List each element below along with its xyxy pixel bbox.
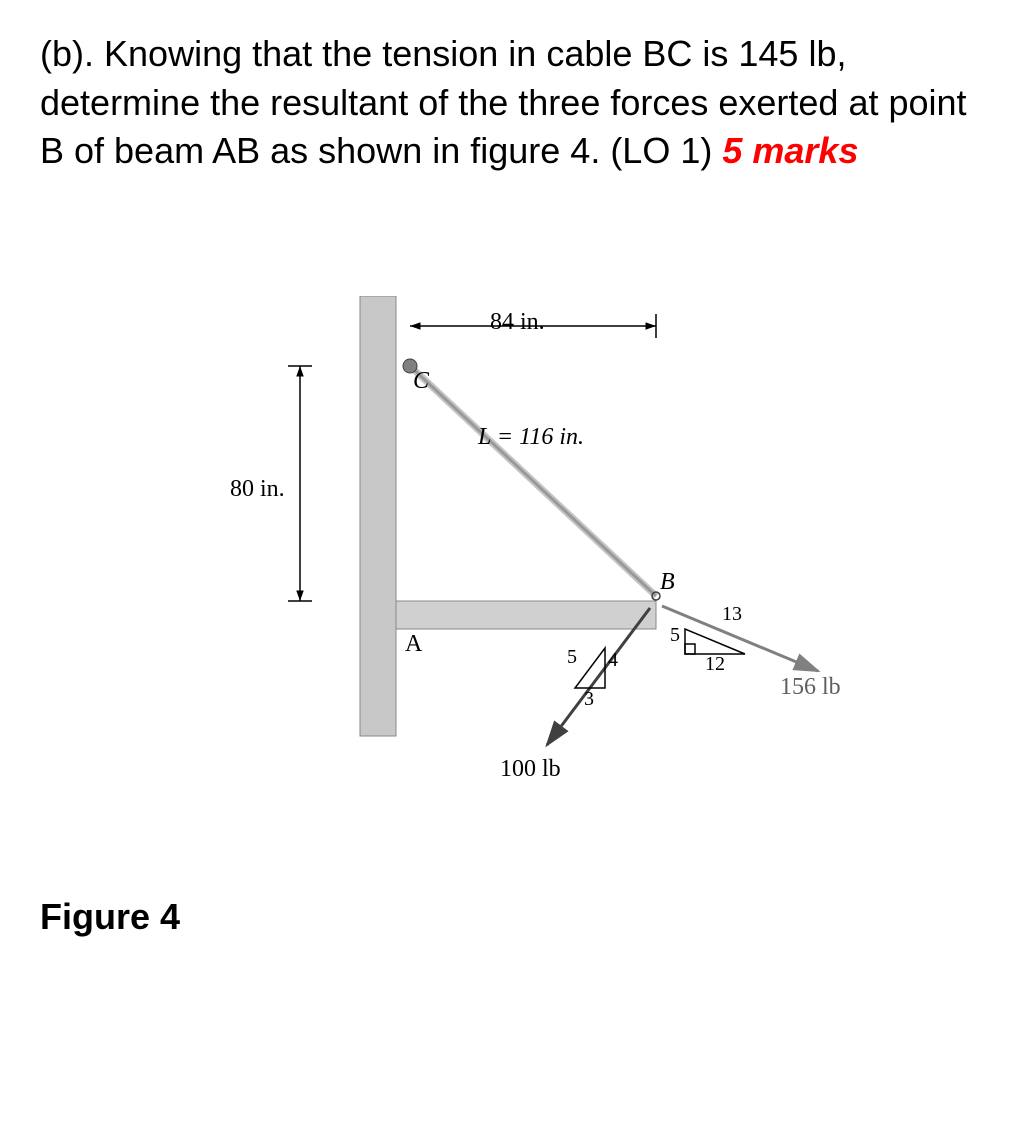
cable-bc-inner (410, 366, 656, 596)
tri1-h-label: 3 (584, 688, 594, 711)
right-angle-marker (685, 644, 695, 654)
tri1-v-label: 4 (608, 649, 618, 672)
point-a-label: A (405, 631, 422, 658)
slope-triangle-51213 (685, 629, 745, 654)
beam-ab (396, 601, 656, 629)
question-marks: 5 marks (722, 130, 858, 171)
question-text: (b). Knowing that the tension in cable B… (40, 30, 977, 176)
figure-label: Figure 4 (40, 896, 977, 938)
slope-triangle-345 (575, 648, 605, 688)
figure-container: 84 in. 80 in. L = 116 in. C A B 4 3 5 5 … (210, 296, 910, 836)
tri2-h-label: 12 (705, 653, 725, 676)
point-b-label: B (660, 569, 675, 596)
question-label: (b). (40, 33, 104, 74)
dim-84-label: 84 in. (490, 309, 545, 336)
force-100-label: 100 lb (500, 756, 561, 783)
wall (360, 296, 396, 736)
tri2-v-label: 5 (670, 624, 680, 647)
dim-80-label: 80 in. (230, 476, 285, 503)
cable-length-label: L = 116 in. (478, 424, 584, 451)
tri1-hyp-label: 5 (567, 646, 577, 669)
tri2-hyp-label: 13 (722, 603, 742, 626)
force-156-label: 156 lb (780, 674, 841, 701)
figure-svg (210, 296, 910, 836)
point-c-label: C (413, 368, 429, 395)
